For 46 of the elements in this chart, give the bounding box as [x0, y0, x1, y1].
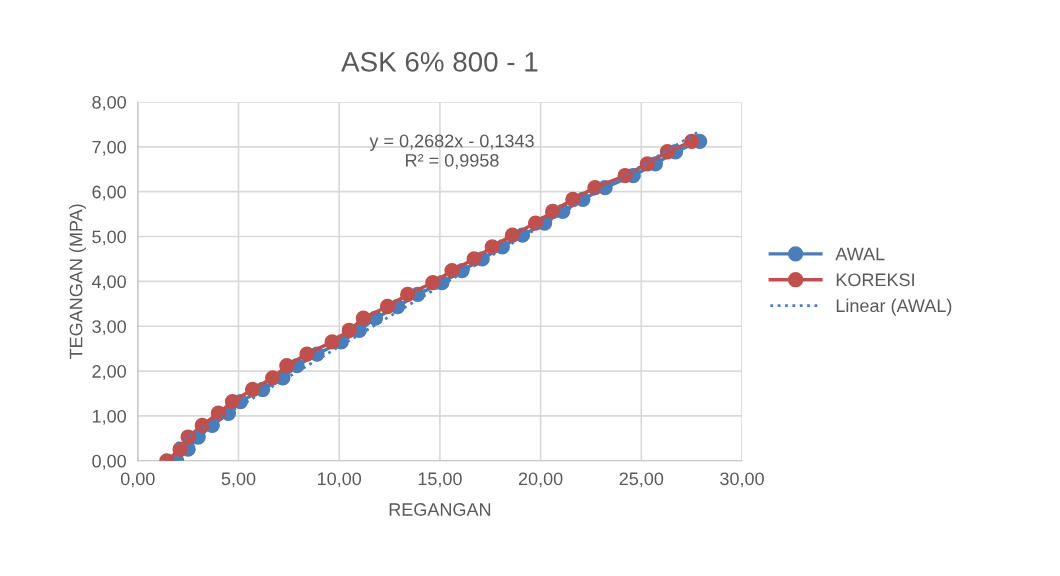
x-tick-label: 10,00: [317, 472, 362, 488]
x-tick-label: 25,00: [619, 472, 664, 488]
legend-label: AWAL: [835, 247, 885, 261]
x-axis-title: REGANGAN: [389, 503, 491, 516]
annotation: y = 0,2682x - 0,1343 R² = 0,9958: [369, 134, 534, 169]
point: [194, 417, 210, 434]
point: [299, 346, 315, 362]
point: [425, 275, 441, 291]
point: [355, 310, 372, 326]
y-tick-label: 5,00: [92, 230, 126, 246]
y-axis-title: TEGANGAN (MPA): [69, 204, 86, 360]
point: [684, 133, 700, 150]
point: [210, 405, 226, 421]
point: [527, 215, 544, 231]
y-tick-label: 3,00: [92, 320, 126, 336]
point: [224, 393, 241, 410]
y-tick-label: 6,00: [92, 185, 126, 201]
point: [341, 322, 357, 338]
x-tick-label: 20,00: [518, 472, 563, 488]
point: [244, 381, 261, 398]
y-tick-label: 8,00: [92, 95, 126, 111]
point: [466, 251, 482, 267]
point: [265, 370, 281, 386]
x-tick-label: 30,00: [720, 472, 764, 488]
legend-label: KOREKSI: [836, 273, 914, 287]
y-tick-label: 7,00: [92, 140, 126, 156]
point: [279, 358, 295, 374]
point: [484, 239, 500, 255]
point: [545, 203, 561, 220]
x-tick-label: 0,00: [120, 472, 155, 488]
point: [172, 441, 188, 457]
point: [565, 191, 581, 207]
x-tick-label: 15,00: [418, 472, 462, 488]
point: [504, 227, 521, 243]
y-tick-label: 0,00: [92, 454, 126, 470]
y-tick-label: 4,00: [91, 275, 126, 291]
y-tick-label: 1,00: [92, 409, 126, 425]
x-tick-label: 5,00: [221, 472, 256, 488]
point: [444, 262, 460, 279]
point: [587, 179, 603, 196]
legend-label: Linear (AWAL): [836, 298, 952, 316]
point: [379, 298, 396, 315]
y-tick-label: 2,00: [92, 365, 126, 380]
chart-title: ASK 6% 800 - 1: [341, 52, 538, 72]
point: [400, 286, 416, 303]
point: [324, 334, 340, 350]
